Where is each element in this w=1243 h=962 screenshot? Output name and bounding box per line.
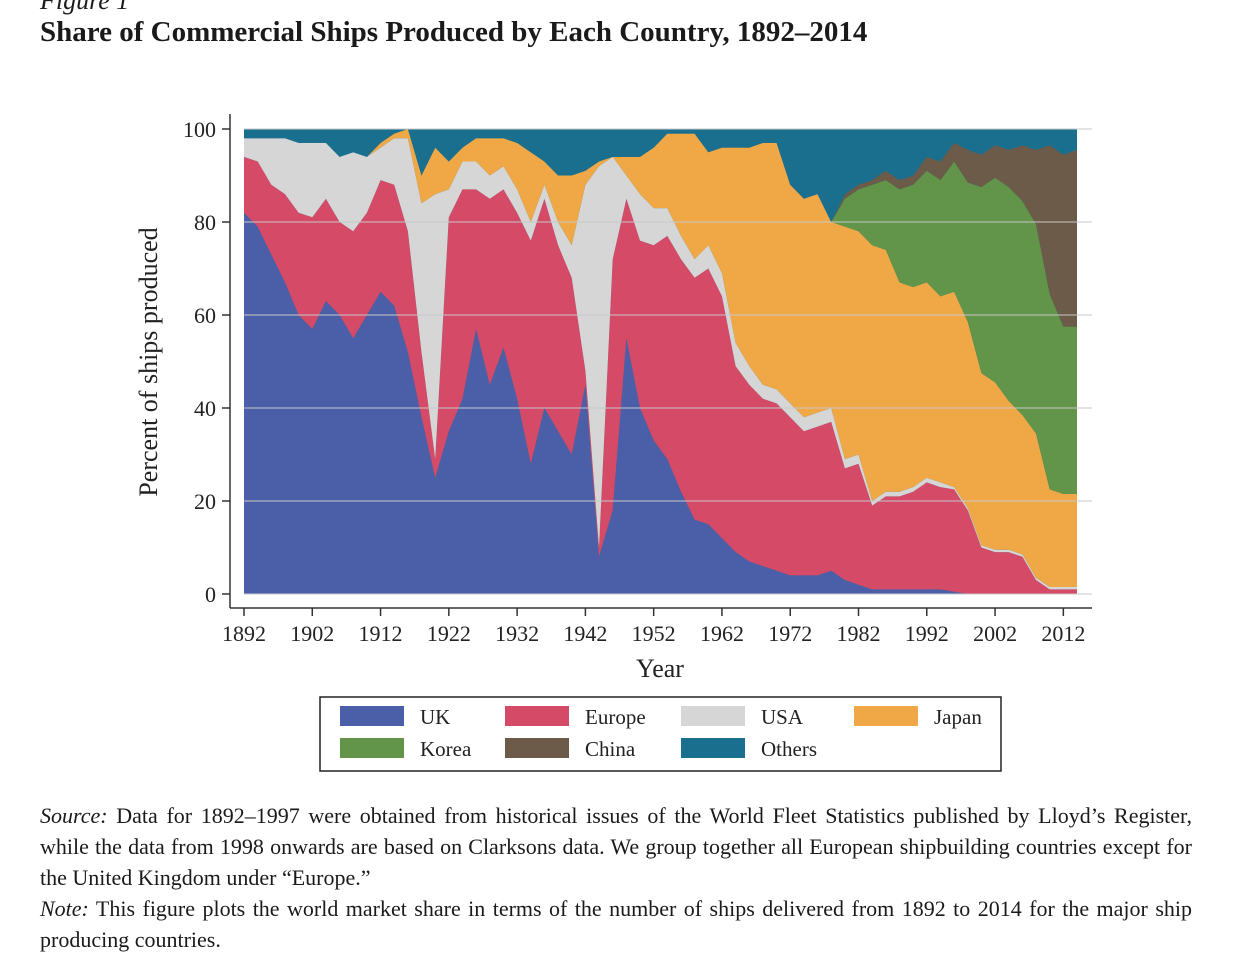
x-tick-label: 1932	[495, 621, 539, 646]
y-tick-label: 100	[183, 117, 216, 142]
legend-label-china: China	[585, 737, 636, 761]
area-uk	[244, 212, 1077, 594]
area-china	[244, 129, 1077, 327]
x-tick-label: 1952	[632, 621, 676, 646]
x-axis-title: Year	[636, 654, 684, 683]
legend-swatch-korea	[340, 738, 404, 758]
y-axis-title: Percent of ships produced	[134, 227, 163, 496]
legend-swatch-europe	[505, 706, 569, 726]
legend-swatch-uk	[340, 706, 404, 726]
x-tick-label: 1982	[837, 621, 881, 646]
legend-swatch-others	[681, 738, 745, 758]
x-tick-label: 1902	[290, 621, 334, 646]
x-tick-label: 2012	[1041, 621, 1085, 646]
x-tick-label: 1922	[427, 621, 471, 646]
x-tick-label: 2002	[973, 621, 1017, 646]
grid-lines	[244, 128, 1092, 595]
legend-label-uk: UK	[420, 705, 450, 729]
chart-title: Share of Commercial Ships Produced by Ea…	[40, 16, 868, 48]
legend: UK Europe USA Japan Korea China Others	[319, 696, 1002, 772]
y-tick-label: 20	[194, 489, 216, 514]
stacked-area-chart: 0 20 40 60 80 100 1892 1902 1912 1922 1932 1942 1952…	[134, 114, 1092, 772]
y-tick-label: 40	[194, 396, 216, 421]
x-tick-label: 1972	[768, 621, 812, 646]
source-text: Data for 1892–1997 were obtained from hi…	[40, 803, 1192, 890]
note-paragraph: Note: This figure plots the world market…	[40, 893, 1192, 955]
legend-label-japan: Japan	[934, 705, 982, 729]
axes: 0 20 40 60 80 100 1892 1902 1912 1922 1932 1942 1952…	[183, 114, 1092, 646]
legend-swatch-china	[505, 738, 569, 758]
x-tick-label: 1962	[700, 621, 744, 646]
source-paragraph: Source: Data for 1892–1997 were obtained…	[40, 800, 1192, 893]
y-tick-label: 60	[194, 303, 216, 328]
x-tick-label: 1942	[563, 621, 607, 646]
note-label: Note:	[40, 896, 89, 921]
y-tick-label: 0	[205, 582, 216, 607]
legend-swatch-usa	[681, 706, 745, 726]
area-korea	[244, 129, 1077, 494]
y-tick-label: 80	[194, 210, 216, 235]
legend-label-europe: Europe	[585, 705, 646, 729]
legend-label-usa: USA	[761, 705, 804, 729]
legend-label-korea: Korea	[420, 737, 472, 761]
legend-swatch-japan	[854, 706, 918, 726]
legend-label-others: Others	[761, 737, 817, 761]
area-usa	[244, 138, 1077, 590]
source-label: Source:	[40, 803, 108, 828]
area-europe	[244, 156, 1077, 594]
note-text: This figure plots the world market share…	[40, 896, 1192, 952]
x-tick-label: 1892	[222, 621, 266, 646]
figure-caption: Source: Data for 1892–1997 were obtained…	[40, 800, 1192, 955]
x-tick-label: 1992	[905, 621, 949, 646]
area-others	[244, 129, 1077, 222]
x-tick-label: 1912	[359, 621, 403, 646]
series-areas	[244, 129, 1077, 594]
figure-label: Figure 1	[40, 0, 130, 15]
area-japan	[244, 129, 1077, 587]
